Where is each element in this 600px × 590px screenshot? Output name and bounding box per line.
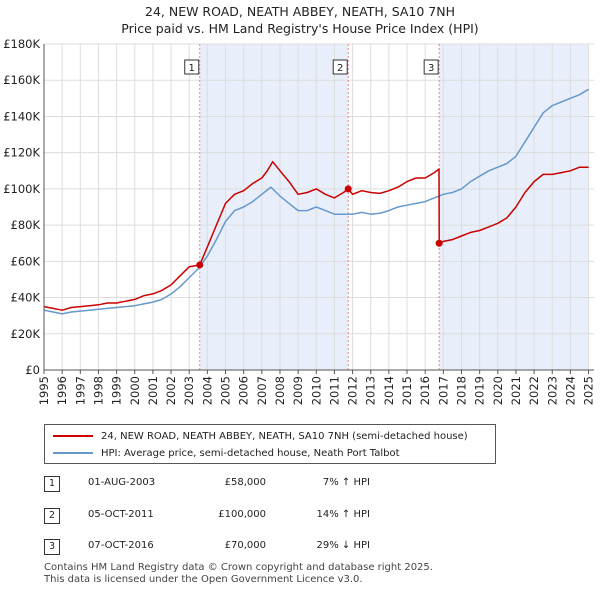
x-tick-label: 2006 <box>237 376 251 405</box>
y-tick-label: £60K <box>11 254 41 268</box>
x-tick-label: 2017 <box>436 376 450 405</box>
sale-point <box>344 185 352 193</box>
x-tick-label: 2022 <box>527 376 541 405</box>
sale-point <box>435 239 443 247</box>
legend-label-hpi: HPI: Average price, semi-detached house,… <box>101 447 400 459</box>
legend-item-hpi: HPI: Average price, semi-detached house,… <box>53 445 400 461</box>
y-tick-label: £180K <box>3 37 40 51</box>
transaction-marker: 2 <box>44 508 60 524</box>
y-tick-label: £140K <box>3 109 40 123</box>
transaction-date: 07-OCT-2016 <box>88 540 154 551</box>
transaction-hpi-change: 14% ↑ HPI <box>316 509 370 520</box>
x-tick-label: 2000 <box>128 376 142 405</box>
transaction-date: 01-AUG-2003 <box>88 477 156 488</box>
x-tick-label: 2019 <box>473 376 487 405</box>
x-tick-label: 2016 <box>418 376 432 405</box>
legend: 24, NEW ROAD, NEATH ABBEY, NEATH, SA10 7… <box>44 424 496 464</box>
sale-label: 1 <box>189 63 195 74</box>
legend-label-property: 24, NEW ROAD, NEATH ABBEY, NEATH, SA10 7… <box>101 430 468 442</box>
sale-point <box>196 261 204 269</box>
x-tick-label: 1996 <box>55 376 69 405</box>
property-series-line <box>43 160 589 311</box>
transaction-row: 3 07-OCT-2016 £70,000 29% ↓ HPI <box>44 539 464 557</box>
chart-subtitle: Price paid vs. HM Land Registry's House … <box>121 21 479 36</box>
x-tick-label: 2020 <box>491 376 505 405</box>
transaction-price: £58,000 <box>224 477 266 488</box>
x-tick-label: 1998 <box>91 376 105 405</box>
x-tick-label: 1997 <box>73 376 87 405</box>
x-tick-label: 2004 <box>200 376 214 405</box>
x-tick-label: 2014 <box>382 376 396 405</box>
x-tick-label: 1999 <box>110 376 124 405</box>
transaction-price: £70,000 <box>224 540 266 551</box>
y-tick-label: £160K <box>3 73 40 87</box>
shaded-period <box>199 44 349 370</box>
y-tick-label: £0 <box>25 363 40 377</box>
footer-copyright: Contains HM Land Registry data © Crown c… <box>44 562 433 573</box>
transaction-marker: 3 <box>44 539 60 555</box>
x-tick-label: 2013 <box>364 376 378 405</box>
y-tick-label: £100K <box>3 182 40 196</box>
sale-label-box <box>332 59 348 75</box>
x-tick-label: 2009 <box>291 376 305 405</box>
y-tick-label: £80K <box>11 218 41 232</box>
transaction-marker: 1 <box>44 476 60 492</box>
x-tick-label: 2001 <box>146 376 160 405</box>
x-tick-label: 2005 <box>219 376 233 405</box>
chart-title: 24, NEW ROAD, NEATH ABBEY, NEATH, SA10 7… <box>145 4 455 19</box>
x-tick-label: 2018 <box>454 376 468 405</box>
price-chart: £0 £20K £40K £60K £80K £100K £120K £140K £160K £1… <box>3 37 596 405</box>
legend-swatch-property <box>53 435 93 437</box>
x-tick-label: 2025 <box>582 376 596 405</box>
sale-label: 3 <box>428 63 434 74</box>
x-tick-label: 2021 <box>509 376 523 405</box>
x-tick-label: 2012 <box>346 376 360 405</box>
x-tick-label: 2011 <box>327 376 341 405</box>
transaction-price: £100,000 <box>218 509 266 520</box>
transaction-hpi-change: 29% ↓ HPI <box>316 540 370 551</box>
x-tick-label: 2007 <box>255 376 269 405</box>
footer-licence: This data is licensed under the Open Gov… <box>44 574 363 585</box>
x-tick-label: 2002 <box>164 376 178 405</box>
x-tick-label: 2008 <box>273 376 287 405</box>
y-tick-label: £20K <box>11 327 41 341</box>
transaction-date: 05-OCT-2011 <box>88 509 154 520</box>
x-tick-label: 2023 <box>545 376 559 405</box>
transaction-row: 1 01-AUG-2003 £58,000 7% ↑ HPI <box>44 476 464 494</box>
x-tick-label: 2003 <box>182 376 196 405</box>
sale-label-box <box>423 59 439 75</box>
x-tick-label: 2010 <box>309 376 323 405</box>
sale-label-box <box>184 59 200 75</box>
sale-label: 2 <box>337 63 343 74</box>
legend-swatch-hpi <box>53 452 93 454</box>
legend-item-property: 24, NEW ROAD, NEATH ABBEY, NEATH, SA10 7… <box>53 428 468 444</box>
hpi-series-line <box>43 88 589 315</box>
transaction-row: 2 05-OCT-2011 £100,000 14% ↑ HPI <box>44 508 464 526</box>
x-tick-label: 2024 <box>563 376 577 405</box>
shaded-period <box>439 44 589 370</box>
y-tick-label: £120K <box>3 146 40 160</box>
y-tick-label: £40K <box>11 291 41 305</box>
x-tick-label: 1995 <box>37 376 51 405</box>
transaction-hpi-change: 7% ↑ HPI <box>322 477 370 488</box>
x-tick-label: 2015 <box>400 376 414 405</box>
